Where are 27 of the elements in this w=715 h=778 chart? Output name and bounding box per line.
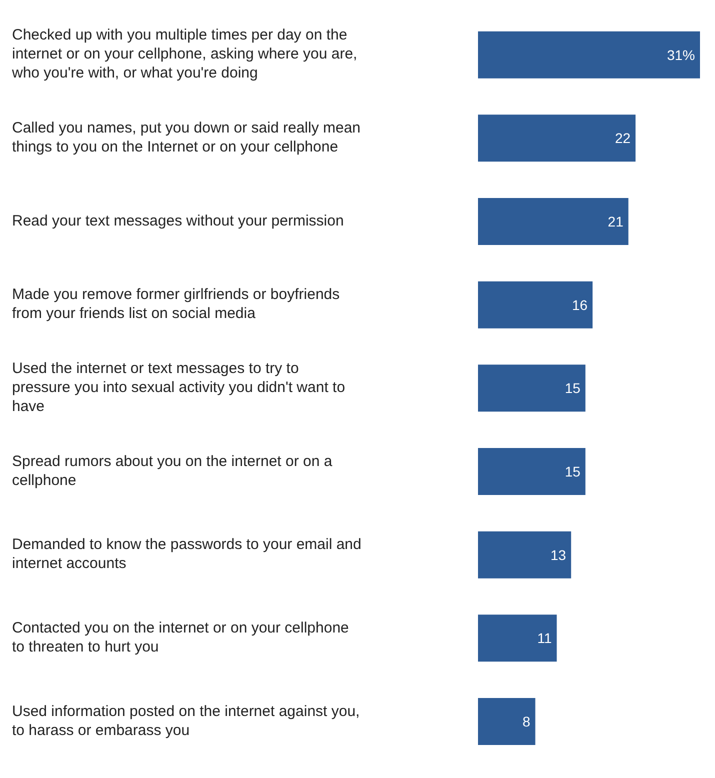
y-tick-label: Made you remove former girlfriends or boyfriends from your friends list on social media <box>12 286 340 322</box>
y-tick-label: Used the internet or text messages to try to pressure you into sexual activity you didn't want to have <box>12 360 346 415</box>
data-label: 8 <box>522 713 530 730</box>
bar <box>478 448 586 495</box>
bar <box>478 698 536 745</box>
data-label: 22 <box>614 130 631 146</box>
data-label: 15 <box>564 463 581 480</box>
data-label: 15 <box>564 380 581 396</box>
data-label: 21 <box>608 213 624 230</box>
bar <box>478 531 572 578</box>
bar <box>478 281 593 328</box>
y-tick-label: Checked up with you multiple times per day on the internet or on your cellphone, asking where you are, who you're with, or what you're doing <box>11 26 358 82</box>
bar <box>478 114 636 162</box>
bar <box>478 364 586 412</box>
data-label: 13 <box>550 546 566 563</box>
y-tick-label: Demanded to know the passwords to your email and internet accounts <box>12 536 362 572</box>
data-label: 11 <box>537 630 552 646</box>
y-tick-label: Called you names, put you down or said really mean things to you on the Internet or on your cellphone <box>12 119 361 156</box>
bar <box>478 31 700 78</box>
bar <box>478 614 557 662</box>
y-tick-label: Used information posted on the internet against you, to harass or embarass you <box>12 702 360 739</box>
y-tick-label: Read your text messages without your permission <box>12 212 344 230</box>
data-label: 31% <box>666 46 695 63</box>
bar <box>478 198 628 245</box>
y-tick-label: Spread rumors about you on the internet or on a cellphone <box>12 452 333 489</box>
y-tick-label: Contacted you on the internet or on your cellphone to threaten to hurt you <box>12 619 349 656</box>
data-label: 16 <box>572 296 588 313</box>
